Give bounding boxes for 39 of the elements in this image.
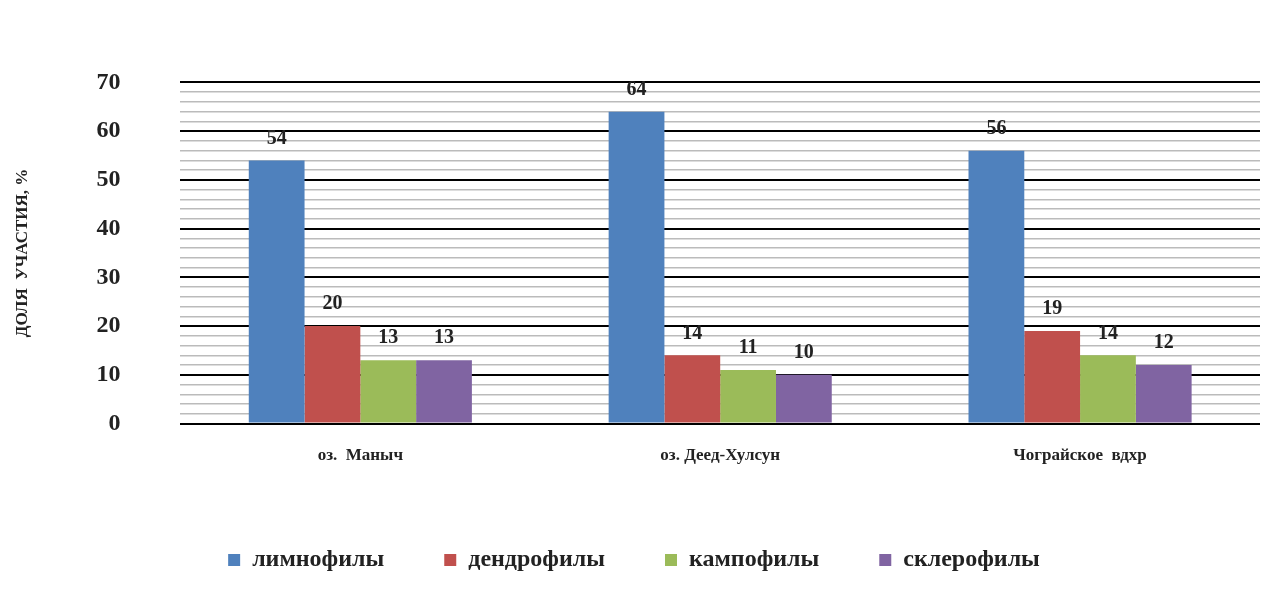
y-tick-label: 50 xyxy=(96,165,121,192)
data-label: 13 xyxy=(434,325,454,348)
y-tick-label: 10 xyxy=(96,360,121,387)
bar xyxy=(304,326,361,423)
data-label: 11 xyxy=(738,335,758,358)
bar xyxy=(720,369,776,423)
bar xyxy=(360,360,417,423)
data-label: 13 xyxy=(378,325,399,348)
y-tick-label: 30 xyxy=(96,262,121,289)
data-label: 54 xyxy=(266,125,287,148)
x-tick-label: Чограйское вдхр xyxy=(1013,445,1147,465)
bar xyxy=(664,355,721,423)
x-tick-label: оз. Деед-Хулсун xyxy=(660,445,781,465)
bar xyxy=(416,360,472,423)
bar xyxy=(1024,330,1081,423)
data-label: 10 xyxy=(793,340,814,363)
legend-label: склерофилы xyxy=(903,545,1041,572)
legend-label: дендрофилы xyxy=(468,545,606,572)
data-label: 64 xyxy=(626,76,647,99)
x-tick-label: оз. Маныч xyxy=(317,445,404,465)
y-tick-label: 20 xyxy=(96,311,121,338)
legend-label: кампофилы xyxy=(689,545,820,572)
bar xyxy=(775,374,832,423)
y-tick-label: 60 xyxy=(96,116,121,143)
bar xyxy=(968,150,1025,423)
y-tick-label: 40 xyxy=(96,213,121,240)
y-tick-label: 70 xyxy=(96,67,121,94)
y-tick-label: 0 xyxy=(108,408,121,435)
bar xyxy=(1135,365,1192,423)
data-label: 20 xyxy=(322,291,343,314)
bar xyxy=(1080,355,1136,423)
y-axis-title: ДОЛЯ УЧАСТИЯ, % xyxy=(11,168,31,338)
bar xyxy=(248,160,305,423)
legend-label: лимнофилы xyxy=(252,545,385,572)
data-label: 12 xyxy=(1153,330,1174,353)
data-label: 19 xyxy=(1042,296,1063,319)
data-label: 14 xyxy=(682,320,703,343)
data-label: 14 xyxy=(1097,320,1118,343)
bar xyxy=(608,111,665,423)
